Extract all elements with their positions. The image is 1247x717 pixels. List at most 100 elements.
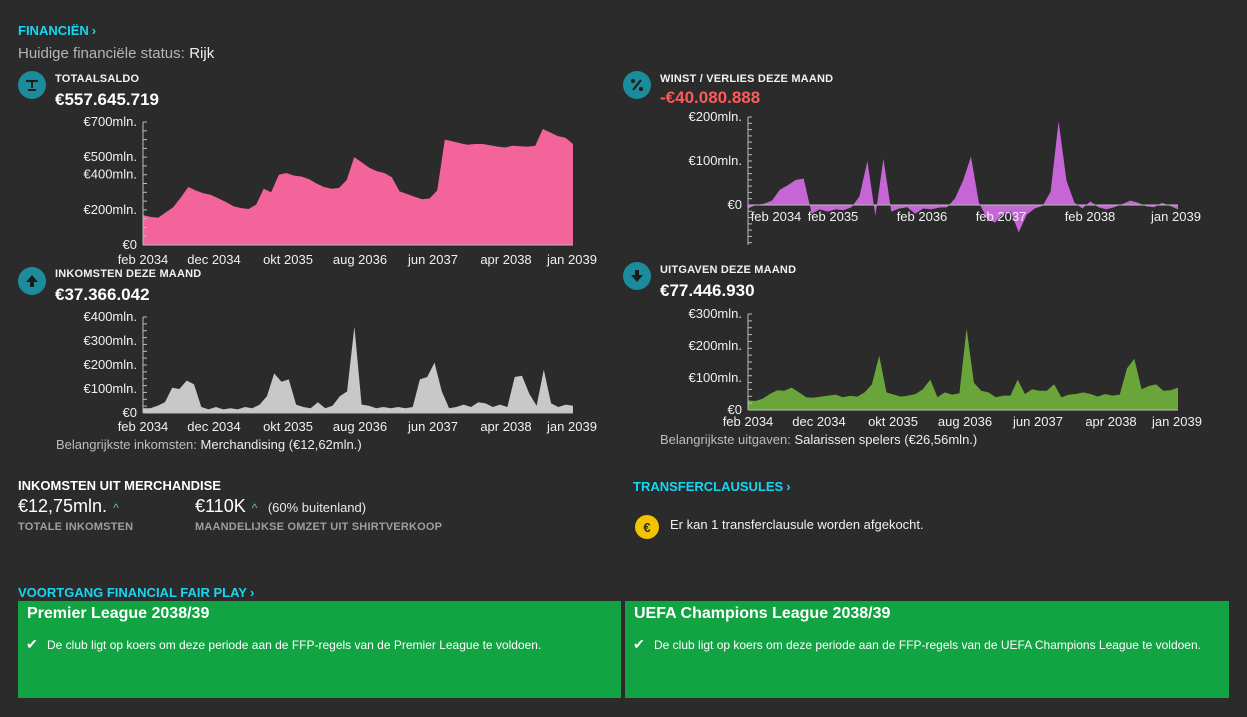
- balance-label: TOTAALSALDO: [55, 73, 140, 85]
- ffp-premier-league-box[interactable]: Premier League 2038/39 ✔ De club ligt op…: [18, 601, 621, 698]
- scales-icon: [18, 71, 46, 99]
- income-note: Belangrijkste inkomsten: Merchandising (…: [56, 437, 362, 452]
- expenses-x-tick-label: jun 2037: [1012, 414, 1063, 429]
- expenses-y-tick-label: €0: [728, 402, 742, 417]
- merch-monthly-extra: (60% buitenland): [267, 500, 367, 515]
- profit-x-tick-label: feb 2035: [808, 209, 859, 224]
- merch-total-label: TOTALE INKOMSTEN: [18, 521, 134, 533]
- transferclausules-link[interactable]: TRANSFERCLAUSULES ›: [633, 479, 791, 494]
- expenses-note-label: Belangrijkste uitgaven:: [660, 432, 791, 447]
- balance-y-tick-label: €700mln.: [84, 114, 137, 129]
- profit-x-tick-label: feb 2036: [897, 209, 948, 224]
- balance-x-tick-label: feb 2034: [118, 252, 169, 267]
- profit-chart: €200mln. €100mln. €0 feb 2034 feb 2035 feb 20…: [689, 109, 1201, 245]
- income-y-tick-label: €0: [123, 405, 137, 420]
- profit-x-tick-label: feb 2037: [976, 209, 1027, 224]
- balance-y-tick-label: €200mln.: [84, 202, 137, 217]
- income-note-value: Merchandising (€12,62mln.): [200, 437, 362, 452]
- income-x-tick-label: dec 2034: [187, 419, 241, 434]
- euro-coin-icon: €: [635, 515, 659, 539]
- income-y-tick-label: €200mln.: [84, 357, 137, 372]
- profit-value: -€40.080.888: [660, 88, 761, 107]
- expenses-note: Belangrijkste uitgaven: Salarissen spele…: [660, 432, 977, 447]
- ffp-box-title: Premier League 2038/39: [27, 605, 210, 622]
- status-label: Huidige financiële status:: [18, 45, 185, 62]
- expenses-note-value: Salarissen spelers (€26,56mln.): [794, 432, 978, 447]
- balance-x-tick-label: apr 2038: [480, 252, 531, 267]
- income-x-tick-label: aug 2036: [333, 419, 387, 434]
- expenses-area: [748, 328, 1178, 410]
- profit-y-tick-label: €0: [728, 197, 742, 212]
- expenses-y-tick-label: €200mln.: [689, 338, 742, 353]
- income-y-tick-label: €100mln.: [84, 381, 137, 396]
- balance-x-tick-label: aug 2036: [333, 252, 387, 267]
- income-label: INKOMSTEN DEZE MAAND: [55, 268, 202, 280]
- income-x-tick-label: jun 2037: [407, 419, 458, 434]
- expenses-label: UITGAVEN DEZE MAAND: [660, 264, 797, 276]
- percent-icon: [623, 71, 651, 99]
- financien-link[interactable]: FINANCIËN ›: [18, 23, 96, 38]
- merch-monthly: €110K ^ (60% buitenland): [195, 496, 366, 517]
- income-area: [143, 326, 573, 413]
- income-y-tick-label: €400mln.: [84, 309, 137, 324]
- profit-y-tick-label: €200mln.: [689, 109, 742, 124]
- balance-x-tick-label: okt 2035: [263, 252, 313, 267]
- checkmark-icon: ✔: [633, 636, 645, 652]
- expenses-x-tick-label: jan 2039: [1151, 414, 1202, 429]
- merch-title: INKOMSTEN UIT MERCHANDISE: [18, 478, 221, 493]
- ffp-champions-league-box[interactable]: UEFA Champions League 2038/39 ✔ De club …: [625, 601, 1229, 698]
- profit-label: WINST / VERLIES DEZE MAAND: [660, 73, 834, 85]
- ffp-box-text: De club ligt op koers om deze periode aa…: [47, 638, 542, 652]
- status-value: Rijk: [189, 45, 215, 62]
- expenses-x-tick-label: feb 2034: [723, 414, 774, 429]
- income-y-tick-label: €300mln.: [84, 333, 137, 348]
- balance-area: [143, 129, 573, 245]
- balance-y-tick-label: €400mln.: [84, 167, 137, 182]
- checkmark-icon: ✔: [26, 636, 38, 652]
- balance-x-tick-label: dec 2034: [187, 252, 241, 267]
- arrow-up-icon: [18, 267, 46, 295]
- financial-status: Huidige financiële status: Rijk: [18, 45, 214, 63]
- merch-total-value: €12,75mln.: [18, 496, 108, 516]
- up-arrow-icon: ^: [113, 501, 119, 515]
- expenses-x-tick-label: aug 2036: [938, 414, 992, 429]
- merch-total: €12,75mln. ^: [18, 496, 119, 517]
- ffp-title: VOORTGANG FINANCIAL FAIR PLAY: [18, 585, 247, 600]
- income-x-tick-label: apr 2038: [480, 419, 531, 434]
- income-value: €37.366.042: [55, 285, 150, 304]
- chevron-right-icon: ›: [249, 585, 255, 600]
- expenses-y-tick-label: €300mln.: [689, 306, 742, 321]
- merch-monthly-label: MAANDELIJKSE OMZET UIT SHIRTVERKOOP: [195, 521, 443, 533]
- ffp-link[interactable]: VOORTGANG FINANCIAL FAIR PLAY ›: [18, 585, 254, 600]
- chevron-right-icon: ›: [91, 23, 97, 38]
- profit-y-tick-label: €100mln.: [689, 153, 742, 168]
- expenses-x-tick-label: okt 2035: [868, 414, 918, 429]
- balance-x-tick-label: jan 2039: [546, 252, 597, 267]
- balance-y-tick-label: €0: [123, 237, 137, 252]
- profit-x-tick-label: feb 2038: [1065, 209, 1116, 224]
- ffp-box-title: UEFA Champions League 2038/39: [634, 605, 891, 622]
- transferclausules-title: TRANSFERCLAUSULES: [633, 479, 784, 494]
- expenses-value: €77.446.930: [660, 281, 755, 300]
- transfer-text: Er kan 1 transferclausule worden afgekoc…: [670, 517, 924, 532]
- arrow-down-icon: [623, 262, 651, 290]
- income-note-label: Belangrijkste inkomsten:: [56, 437, 197, 452]
- balance-value: €557.645.719: [55, 90, 159, 109]
- income-x-tick-label: okt 2035: [263, 419, 313, 434]
- chevron-right-icon: ›: [786, 479, 791, 494]
- up-arrow-icon: ^: [251, 501, 258, 515]
- expenses-x-tick-label: dec 2034: [792, 414, 846, 429]
- profit-x-tick-label: feb 2034: [751, 209, 802, 224]
- financien-title: FINANCIËN: [18, 23, 89, 38]
- balance-x-tick-label: jun 2037: [407, 252, 458, 267]
- expenses-y-tick-label: €100mln.: [689, 370, 742, 385]
- balance-y-tick-label: €500mln.: [84, 149, 137, 164]
- ffp-box-text: De club ligt op koers om deze periode aa…: [654, 638, 1201, 652]
- merch-monthly-value: €110K: [195, 496, 246, 516]
- expenses-x-tick-label: apr 2038: [1085, 414, 1136, 429]
- profit-x-tick-label: jan 2039: [1150, 209, 1201, 224]
- income-x-tick-label: feb 2034: [118, 419, 169, 434]
